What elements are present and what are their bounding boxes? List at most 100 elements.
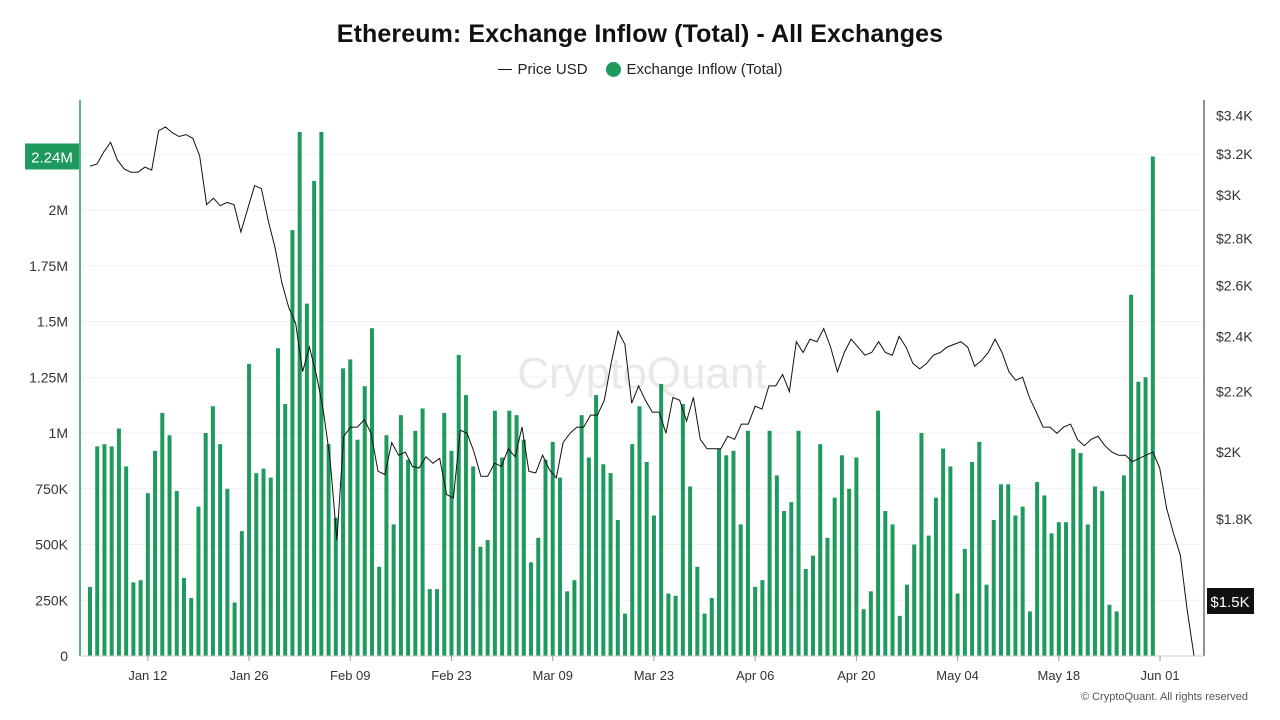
- inflow-bar: [868, 591, 873, 656]
- legend-item-inflow[interactable]: Exchange Inflow (Total): [605, 61, 782, 78]
- inflow-bar: [998, 484, 1003, 656]
- y-left-tick-label: 1.25M: [29, 369, 68, 385]
- x-tick-label: Feb 23: [431, 668, 471, 683]
- inflow-bar: [463, 395, 468, 656]
- inflow-bar: [948, 466, 953, 656]
- x-tick-label: Jun 01: [1141, 668, 1180, 683]
- inflow-bar: [355, 439, 360, 656]
- inflow-bar: [529, 562, 534, 656]
- y-left-tick-label: 1.75M: [29, 258, 68, 274]
- legend-item-price[interactable]: Price USD: [497, 61, 588, 78]
- inflow-bar: [839, 455, 844, 656]
- current-price-badge: [1207, 588, 1254, 614]
- x-tick-label: Mar 23: [634, 668, 674, 683]
- inflow-bar: [283, 404, 288, 656]
- inflow-bar: [615, 519, 620, 656]
- inflow-bar: [124, 466, 129, 656]
- inflow-bar: [847, 488, 852, 656]
- inflow-bar: [811, 555, 815, 656]
- inflow-bar: [304, 303, 309, 656]
- inflow-bar: [659, 383, 664, 656]
- inflow-bar: [449, 450, 454, 656]
- inflow-bar: [586, 457, 591, 656]
- inflow-bar: [203, 433, 208, 656]
- inflow-bar: [225, 488, 230, 656]
- y-right-tick-label: $2.8K: [1216, 231, 1253, 247]
- chart-title: Ethereum: Exchange Inflow (Total) - All …: [336, 20, 944, 48]
- inflow-bar: [95, 446, 100, 656]
- inflow-bar: [926, 535, 931, 656]
- y-right-tick-label: $3.2K: [1216, 146, 1253, 162]
- inflow-bar: [109, 446, 114, 656]
- inflow-bar: [1150, 156, 1155, 657]
- inflow-bar: [189, 598, 194, 656]
- inflow-bar: [1064, 522, 1069, 656]
- inflow-bar: [88, 586, 92, 656]
- y-right-tick-label: $2.4K: [1216, 328, 1253, 344]
- inflow-bar: [688, 486, 693, 656]
- inflow-bar: [962, 548, 967, 656]
- inflow-bar: [897, 615, 902, 656]
- inflow-bar: [348, 359, 353, 656]
- inflow-bar: [254, 473, 259, 656]
- inflow-bar: [471, 466, 476, 656]
- inflow-bar: [384, 435, 389, 656]
- inflow-bar: [1056, 522, 1061, 656]
- inflow-bar: [1013, 515, 1018, 656]
- inflow-bar: [1020, 506, 1025, 656]
- inflow-bar: [782, 511, 787, 656]
- inflow-bar: [673, 595, 678, 656]
- current-value-badge: [25, 143, 79, 170]
- x-tick-label: Jan 12: [128, 668, 167, 683]
- inflow-bar: [1136, 381, 1141, 656]
- inflow-bar: [167, 435, 172, 656]
- inflow-bar: [1114, 611, 1119, 656]
- inflow-bar: [319, 131, 324, 656]
- inflow-bar: [160, 412, 165, 656]
- inflow-bar: [644, 461, 649, 656]
- inflow-bar: [1035, 482, 1040, 656]
- inflow-bar: [594, 395, 599, 656]
- y-right-tick-label: $2.2K: [1216, 384, 1253, 400]
- inflow-bar: [579, 415, 584, 656]
- inflow-bar: [116, 428, 121, 656]
- inflow-bar: [341, 368, 346, 656]
- inflow-bar: [702, 613, 707, 656]
- inflow-bar: [326, 444, 331, 656]
- inflow-bar: [933, 497, 938, 656]
- legend-label-price: Price USD: [517, 61, 588, 78]
- inflow-bar: [420, 408, 425, 656]
- inflow-bar: [1078, 453, 1083, 656]
- inflow-bar: [485, 540, 490, 656]
- y-left-tick-label: 1M: [49, 425, 68, 441]
- inflow-bar: [290, 230, 295, 656]
- inflow-bar: [369, 328, 374, 656]
- inflow-bar: [876, 410, 881, 656]
- inflow-bar: [565, 591, 570, 656]
- x-tick-label: Jan 26: [230, 668, 269, 683]
- x-tick-label: Feb 09: [330, 668, 370, 683]
- inflow-bar: [312, 181, 317, 656]
- chart-legend: Price USD Exchange Inflow (Total): [0, 61, 1280, 78]
- current-price-label: $1.5K: [1210, 594, 1249, 611]
- inflow-bar: [738, 524, 743, 656]
- inflow-bar: [391, 524, 396, 656]
- inflow-bar: [181, 577, 186, 656]
- inflow-bar: [297, 131, 302, 656]
- inflow-bar: [637, 406, 642, 656]
- inflow-bar: [145, 493, 150, 656]
- inflow-bar: [435, 589, 440, 656]
- legend-dot-icon: [605, 62, 621, 77]
- inflow-bar: [232, 602, 237, 656]
- inflow-bar: [261, 468, 266, 656]
- inflow-bar: [991, 519, 996, 656]
- inflow-bar: [955, 593, 960, 656]
- inflow-bar: [970, 461, 975, 656]
- inflow-bar: [572, 580, 577, 656]
- inflow-bar: [1129, 294, 1134, 656]
- inflow-bar: [1049, 533, 1054, 656]
- inflow-bar: [196, 506, 201, 656]
- x-tick-label: May 18: [1037, 668, 1080, 683]
- inflow-bar: [623, 613, 628, 656]
